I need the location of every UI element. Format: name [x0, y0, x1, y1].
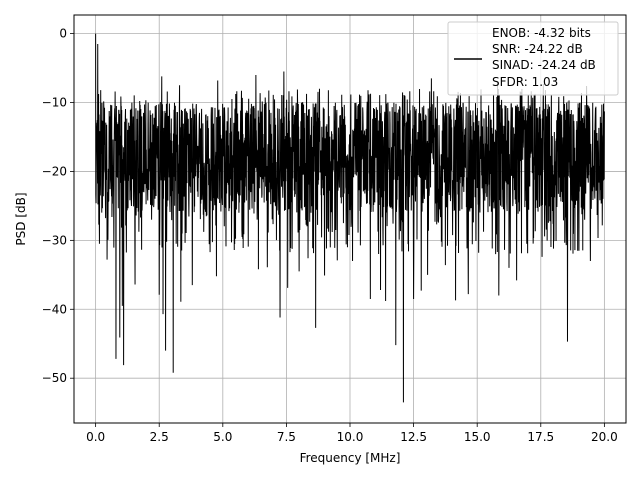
x-tick-label: 7.5: [277, 430, 296, 444]
legend: ENOB: -4.32 bits SNR: -24.22 dB SINAD: -…: [447, 21, 619, 96]
x-tick-label: 5.0: [213, 430, 232, 444]
x-tick-label: 10.0: [337, 430, 364, 444]
y-tick-label: −30: [42, 233, 67, 247]
y-tick-label: −10: [42, 96, 67, 110]
x-axis-label: Frequency [MHz]: [300, 451, 401, 465]
x-tick-label: 20.0: [591, 430, 618, 444]
legend-sfdr: SFDR: 1.03: [492, 75, 558, 89]
legend-snr: SNR: -24.22 dB: [492, 42, 583, 56]
y-axis-ticks: 0 −10 −20 −30 −40 −50: [42, 27, 74, 385]
plot-area: [95, 33, 605, 403]
legend-box: [447, 21, 619, 96]
psd-series-line: [95, 33, 605, 403]
y-tick-label: −20: [42, 164, 67, 178]
y-tick-label: −40: [42, 302, 67, 316]
y-tick-label: 0: [59, 27, 67, 41]
x-tick-label: 0.0: [86, 430, 105, 444]
y-axis-label: PSD [dB]: [14, 192, 28, 245]
legend-enob: ENOB: -4.32 bits: [492, 26, 591, 40]
legend-sinad: SINAD: -24.24 dB: [492, 58, 596, 72]
x-axis-ticks: 0.0 2.5 5.0 7.5 10.0 12.5 15.0 17.5 20.0: [86, 423, 618, 444]
x-tick-label: 17.5: [527, 430, 554, 444]
x-tick-label: 2.5: [150, 430, 169, 444]
y-tick-label: −50: [42, 371, 67, 385]
x-tick-label: 12.5: [400, 430, 427, 444]
x-tick-label: 15.0: [464, 430, 491, 444]
